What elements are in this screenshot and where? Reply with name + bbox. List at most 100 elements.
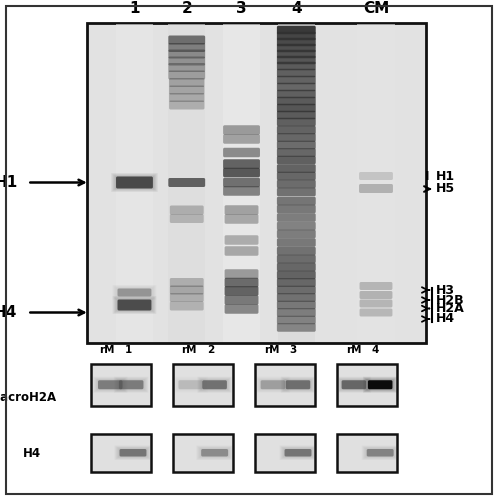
FancyBboxPatch shape bbox=[168, 70, 205, 80]
Text: macroH2A: macroH2A bbox=[0, 391, 56, 404]
FancyBboxPatch shape bbox=[223, 186, 260, 196]
FancyBboxPatch shape bbox=[169, 86, 205, 94]
FancyBboxPatch shape bbox=[339, 378, 369, 391]
FancyBboxPatch shape bbox=[284, 449, 311, 456]
FancyBboxPatch shape bbox=[168, 36, 205, 44]
FancyBboxPatch shape bbox=[120, 449, 146, 456]
Text: H4: H4 bbox=[23, 447, 41, 460]
FancyBboxPatch shape bbox=[225, 214, 258, 224]
FancyBboxPatch shape bbox=[115, 176, 154, 189]
FancyBboxPatch shape bbox=[277, 316, 316, 324]
Bar bbox=[337, 434, 397, 472]
FancyBboxPatch shape bbox=[277, 293, 316, 302]
FancyBboxPatch shape bbox=[341, 380, 367, 390]
Bar bbox=[337, 364, 397, 406]
FancyBboxPatch shape bbox=[168, 56, 205, 66]
FancyBboxPatch shape bbox=[360, 308, 392, 316]
FancyBboxPatch shape bbox=[170, 302, 204, 310]
FancyBboxPatch shape bbox=[112, 174, 157, 191]
FancyBboxPatch shape bbox=[170, 286, 204, 294]
FancyBboxPatch shape bbox=[277, 62, 316, 70]
FancyBboxPatch shape bbox=[277, 324, 316, 332]
FancyBboxPatch shape bbox=[168, 178, 205, 187]
FancyBboxPatch shape bbox=[277, 126, 316, 134]
FancyBboxPatch shape bbox=[277, 196, 316, 205]
Bar bbox=[223, 24, 260, 342]
FancyBboxPatch shape bbox=[277, 286, 316, 294]
Bar bbox=[358, 24, 394, 342]
FancyBboxPatch shape bbox=[363, 377, 397, 393]
FancyBboxPatch shape bbox=[277, 188, 316, 196]
FancyBboxPatch shape bbox=[277, 96, 316, 105]
Bar bbox=[173, 364, 233, 406]
FancyBboxPatch shape bbox=[118, 300, 151, 310]
Bar bbox=[87, 22, 426, 342]
FancyBboxPatch shape bbox=[168, 63, 205, 72]
FancyBboxPatch shape bbox=[340, 379, 368, 390]
Text: H1: H1 bbox=[0, 175, 17, 190]
FancyBboxPatch shape bbox=[277, 255, 316, 263]
FancyBboxPatch shape bbox=[360, 300, 392, 308]
FancyBboxPatch shape bbox=[277, 118, 316, 126]
FancyBboxPatch shape bbox=[202, 380, 227, 389]
Text: H4: H4 bbox=[0, 305, 17, 320]
Text: rM: rM bbox=[181, 345, 197, 355]
Text: 3: 3 bbox=[289, 345, 296, 355]
FancyBboxPatch shape bbox=[225, 295, 258, 304]
FancyBboxPatch shape bbox=[225, 205, 258, 215]
FancyBboxPatch shape bbox=[359, 184, 393, 193]
FancyBboxPatch shape bbox=[223, 178, 260, 187]
FancyBboxPatch shape bbox=[277, 230, 316, 238]
FancyBboxPatch shape bbox=[223, 125, 260, 134]
FancyBboxPatch shape bbox=[111, 173, 158, 192]
FancyBboxPatch shape bbox=[170, 278, 204, 287]
FancyBboxPatch shape bbox=[225, 269, 258, 279]
FancyBboxPatch shape bbox=[368, 380, 392, 389]
Text: H4: H4 bbox=[436, 312, 455, 326]
FancyBboxPatch shape bbox=[366, 379, 394, 390]
Text: 1: 1 bbox=[129, 1, 140, 16]
FancyBboxPatch shape bbox=[277, 213, 316, 222]
FancyBboxPatch shape bbox=[277, 156, 316, 164]
FancyBboxPatch shape bbox=[113, 296, 156, 314]
Text: 4: 4 bbox=[291, 1, 302, 16]
FancyBboxPatch shape bbox=[277, 38, 316, 46]
Bar bbox=[173, 434, 233, 472]
FancyBboxPatch shape bbox=[338, 378, 370, 392]
FancyBboxPatch shape bbox=[277, 110, 316, 119]
FancyBboxPatch shape bbox=[277, 172, 316, 180]
Text: rM: rM bbox=[263, 345, 279, 355]
Text: 2: 2 bbox=[181, 1, 192, 16]
FancyBboxPatch shape bbox=[114, 175, 155, 190]
FancyBboxPatch shape bbox=[277, 308, 316, 317]
FancyBboxPatch shape bbox=[178, 380, 203, 389]
FancyBboxPatch shape bbox=[277, 247, 316, 255]
FancyBboxPatch shape bbox=[277, 82, 316, 91]
Bar bbox=[91, 364, 151, 406]
FancyBboxPatch shape bbox=[277, 26, 316, 34]
FancyBboxPatch shape bbox=[223, 148, 260, 157]
FancyBboxPatch shape bbox=[277, 133, 316, 142]
FancyBboxPatch shape bbox=[364, 378, 396, 392]
FancyBboxPatch shape bbox=[98, 380, 123, 389]
FancyBboxPatch shape bbox=[225, 286, 258, 296]
FancyBboxPatch shape bbox=[115, 298, 154, 312]
FancyBboxPatch shape bbox=[118, 300, 151, 310]
FancyBboxPatch shape bbox=[342, 380, 366, 389]
FancyBboxPatch shape bbox=[118, 288, 151, 296]
FancyBboxPatch shape bbox=[225, 235, 258, 244]
FancyBboxPatch shape bbox=[367, 449, 393, 456]
Text: rM: rM bbox=[99, 345, 115, 355]
FancyBboxPatch shape bbox=[225, 246, 258, 256]
FancyBboxPatch shape bbox=[223, 168, 260, 177]
FancyBboxPatch shape bbox=[169, 93, 205, 102]
FancyBboxPatch shape bbox=[277, 56, 316, 64]
FancyBboxPatch shape bbox=[368, 380, 392, 389]
Text: 1: 1 bbox=[125, 345, 132, 355]
Text: H2A: H2A bbox=[436, 302, 465, 315]
FancyBboxPatch shape bbox=[277, 148, 316, 157]
Text: H1: H1 bbox=[436, 170, 455, 183]
FancyBboxPatch shape bbox=[277, 68, 316, 77]
Text: CM: CM bbox=[363, 1, 389, 16]
FancyBboxPatch shape bbox=[201, 449, 228, 456]
